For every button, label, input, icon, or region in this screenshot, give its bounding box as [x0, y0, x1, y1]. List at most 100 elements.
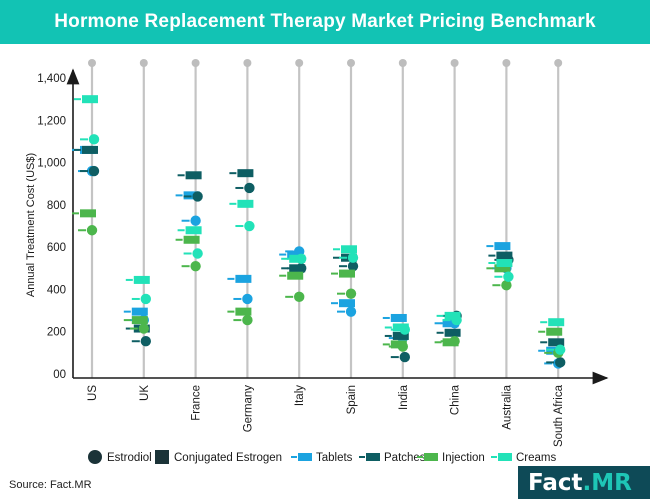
y-tick-label: 1,400 [37, 73, 66, 85]
mark-estrodiol-patches [88, 165, 100, 177]
x-tick-label-italy: Italy [294, 385, 306, 406]
y-tick-label: 600 [47, 242, 66, 254]
mark-conjugated-injection [494, 264, 511, 273]
mark-estrodiol-injection [294, 291, 305, 303]
mark-estrodiol-patches [140, 336, 151, 347]
legend-label-estrodiol: Estrodiol [107, 452, 152, 464]
mark-conjugated-creams [496, 259, 513, 268]
mark-conjugated-injection [80, 209, 96, 218]
mark-conjugated-patches [82, 145, 98, 154]
mark-conjugated-patches [237, 169, 254, 178]
mark-conjugated-patches [444, 328, 461, 337]
mark-estrodiol-tablets [345, 306, 357, 317]
mark-estrodiol-creams [88, 134, 100, 145]
legend-label-injection: Injection [442, 452, 485, 464]
chart-plot: 00 200 400 600 800 1,000 1,200 1,400 Annual Trea… [25, 59, 609, 464]
mark-estrodiol-creams [140, 293, 151, 305]
mark-estrodiol-injection [345, 288, 357, 299]
mark-estrodiol-patches [555, 357, 566, 368]
mark-estrodiol-creams [451, 314, 462, 326]
x-tick-label-india: India [398, 384, 410, 410]
mark-estrodiol-patches [399, 351, 410, 363]
x-tick-label-south-africa: South Africa [553, 384, 565, 447]
legend-symbol-tablets [298, 453, 312, 461]
mark-conjugated-creams [133, 275, 150, 284]
rail-dot-france [191, 59, 200, 67]
y-tick-label: 800 [47, 200, 66, 212]
y-axis-title: Annual Treatment Cost (US$) [25, 153, 37, 297]
mark-estrodiol-creams [503, 271, 514, 282]
mark-conjugated-injection [287, 271, 304, 280]
rail-dot-spain [347, 59, 355, 67]
x-tick-label-australia: Australia [501, 384, 513, 429]
mark-conjugated-tablets [235, 274, 252, 283]
rail-dot-germany [243, 59, 252, 67]
title-bar: Hormone Replacement Therapy Market Prici… [0, 0, 650, 44]
mark-estrodiol-patches [347, 260, 359, 272]
rail-dot-india [398, 59, 407, 67]
rail-dot-us [88, 59, 96, 67]
mark-estrodiol-creams [399, 324, 410, 335]
mark-estrodiol-patches [296, 263, 307, 274]
mark-conjugated-tablets [390, 313, 407, 322]
rail-dot-italy [295, 59, 304, 67]
mark-conjugated-creams [185, 226, 202, 235]
brand-logo-accent: .MR [582, 469, 632, 496]
mark-conjugated-injection [546, 327, 563, 336]
legend-label-conjugated-estrogen: Conjugated Estrogen [174, 452, 282, 464]
chart-title: Hormone Replacement Therapy Market Prici… [54, 11, 596, 32]
rail-dot-south-africa [554, 59, 563, 67]
rail-dot-australia [502, 59, 511, 67]
y-tick-label: 1,200 [37, 115, 66, 127]
mark-conjugated-tablets [131, 307, 148, 316]
y-tick-label: 400 [47, 284, 66, 296]
legend-symbol-creams [498, 453, 512, 461]
rail-dot-china [450, 59, 459, 67]
mark-conjugated-tablets [494, 242, 511, 251]
legend-symbol-estrodiol [88, 450, 102, 464]
mark-estrodiol-creams [555, 344, 566, 355]
mark-conjugated-patches [392, 331, 409, 340]
mark-conjugated-injection [339, 269, 355, 278]
mark-estrodiol-injection [190, 260, 201, 272]
mark-conjugated-creams [341, 245, 357, 254]
rail-dot-uk [139, 59, 148, 67]
mark-estrodiol-injection [397, 341, 408, 352]
mark-conjugated-patches [185, 171, 202, 180]
mark-conjugated-injection [131, 316, 148, 325]
mark-conjugated-patches [548, 338, 565, 347]
mark-estrodiol-injection [242, 314, 253, 326]
brand-logo-text: Fact [528, 469, 583, 496]
mark-estrodiol-creams [244, 220, 255, 232]
mark-conjugated-injection [183, 235, 200, 244]
x-tick-label-france: France [191, 385, 203, 421]
mark-conjugated-creams [444, 311, 461, 320]
mark-estrodiol-injection [501, 280, 512, 291]
legend-symbol-injection [424, 453, 438, 461]
mark-conjugated-creams [548, 318, 565, 327]
mark-conjugated-tablets [183, 191, 200, 200]
mark-estrodiol-tablets [190, 215, 201, 226]
mark-estrodiol-injection [86, 225, 98, 236]
mark-estrodiol-patches [192, 191, 203, 202]
y-tick-label: 00 [53, 369, 66, 381]
source-note: Source: Fact.MR [9, 479, 92, 491]
mark-estrodiol-creams [296, 253, 307, 264]
x-tick-label-spain: Spain [346, 385, 358, 414]
mark-conjugated-injection [235, 307, 252, 316]
y-tick-label: 1,000 [37, 158, 66, 170]
mark-estrodiol-creams [347, 252, 359, 263]
brand-logo: Fact .MR [518, 466, 650, 499]
legend-label-creams: Creams [516, 452, 557, 464]
mark-estrodiol-tablets [242, 293, 253, 305]
x-tick-label-us: US [87, 385, 99, 401]
mark-conjugated-patches [496, 251, 513, 260]
mark-estrodiol-injection [138, 323, 149, 334]
x-tick-label-china: China [450, 384, 462, 415]
x-tick-label-uk: UK [139, 385, 151, 401]
y-tick-label: 200 [47, 327, 66, 339]
mark-conjugated-creams [237, 199, 254, 208]
legend-symbol-conjugated-estrogen [155, 450, 169, 464]
legend-symbol-patches [366, 453, 380, 461]
mark-estrodiol-patches [244, 182, 255, 194]
